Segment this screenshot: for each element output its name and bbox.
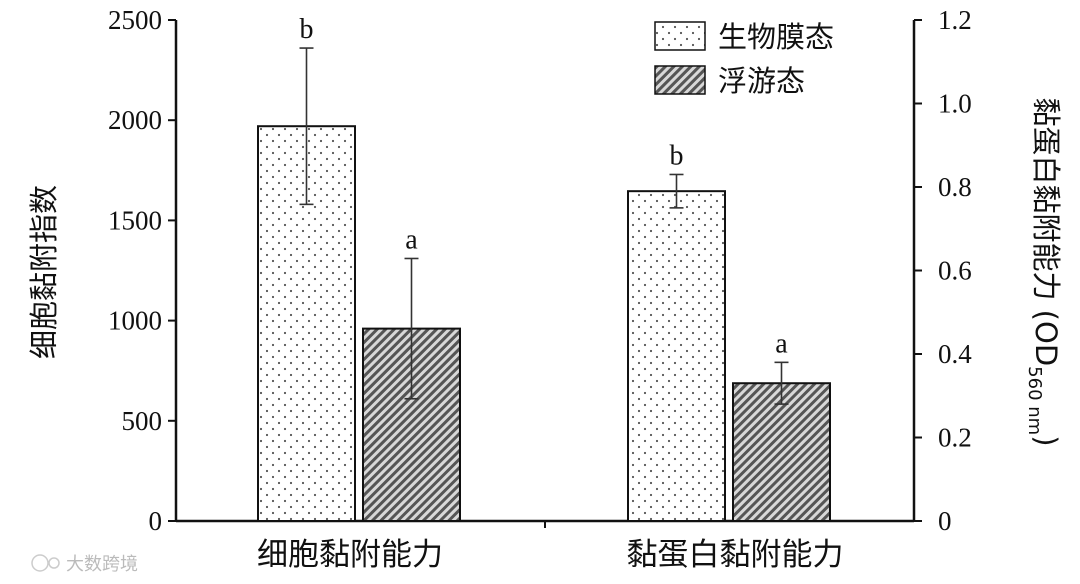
right-y-axis-label-subscript: 560 nm (1024, 366, 1045, 435)
right-tick-label: 1.0 (938, 89, 972, 119)
right-y-axis-label-close: ) (1029, 435, 1063, 446)
right-tick-label: 0.6 (938, 256, 972, 286)
right-tick-label: 0.2 (938, 423, 972, 453)
watermark: 大数跨境 (31, 554, 138, 575)
right-tick-label: 0.8 (938, 172, 972, 202)
significance-label: b (670, 140, 684, 171)
significance-label: a (775, 328, 788, 359)
watermark-logo-icon (31, 554, 49, 572)
legend-swatch-planktonic (654, 65, 706, 95)
right-tick-label: 0.4 (938, 339, 972, 369)
right-y-axis-label-main: 黏蛋白黏附能力 (OD (1029, 97, 1063, 366)
legend-label-planktonic: 浮游态 (718, 64, 805, 98)
category-label-mucin: 黏蛋白黏附能力 (627, 537, 844, 573)
significance-label: b (300, 14, 314, 45)
right-y-axis-label: 黏蛋白黏附能力 (OD560 nm) (1024, 97, 1063, 446)
bar-planktonic-group-2 (732, 382, 831, 522)
legend-swatch-biofilm (654, 21, 706, 51)
left-y-axis-label: 细胞黏附指数 (27, 185, 61, 359)
left-tick-label: 500 (122, 406, 163, 436)
left-tick-label: 2000 (108, 105, 162, 135)
significance-label: a (405, 224, 418, 255)
watermark-text: 大数跨境 (66, 554, 138, 575)
legend: 生物膜态 浮游态 (654, 20, 834, 98)
right-y-ticks: 0 0.2 0.4 0.6 0.8 1.0 1.2 (914, 5, 972, 536)
category-label-cell: 细胞黏附能力 (257, 537, 443, 573)
bar-biofilm-group-2 (627, 190, 726, 523)
left-tick-label: 0 (149, 506, 163, 536)
right-tick-label: 0 (938, 506, 952, 536)
left-y-ticks: 0 500 1000 1500 2000 2500 (108, 5, 176, 536)
bars: b a b a (257, 14, 831, 523)
legend-label-biofilm: 生物膜态 (718, 20, 834, 54)
left-tick-label: 2500 (108, 5, 162, 35)
left-tick-label: 1500 (108, 205, 162, 235)
left-tick-label: 1000 (108, 306, 162, 336)
right-tick-label: 1.2 (938, 5, 972, 35)
